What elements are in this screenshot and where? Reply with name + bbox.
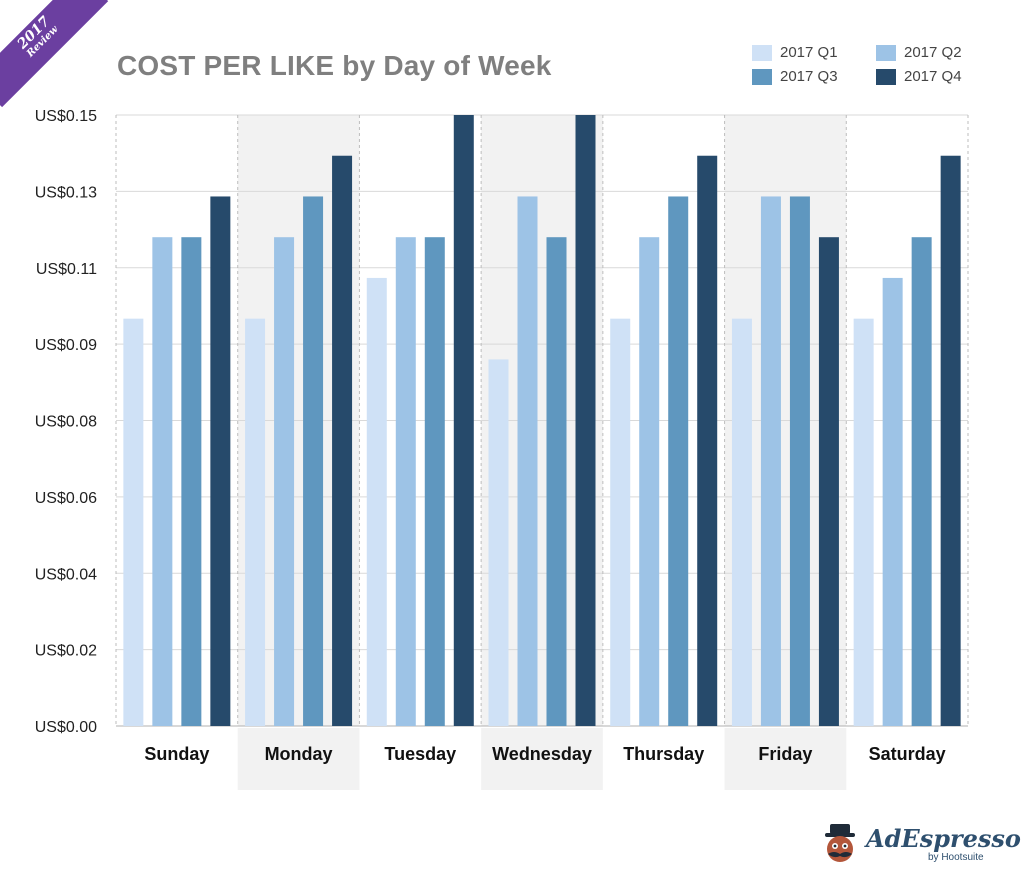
bar xyxy=(517,196,538,726)
chart-legend: 2017 Q1 2017 Q2 2017 Q3 2017 Q4 xyxy=(752,44,992,92)
shaded-label-band xyxy=(237,728,360,790)
bar xyxy=(911,237,932,726)
x-tick-label: Monday xyxy=(265,744,333,764)
bar xyxy=(610,318,631,726)
legend-item-q4: 2017 Q4 xyxy=(876,68,962,85)
bar xyxy=(181,237,202,726)
bar xyxy=(575,115,596,726)
bar xyxy=(210,196,231,726)
bar xyxy=(395,237,416,726)
x-tick-label: Saturday xyxy=(869,744,946,764)
legend-item-q3: 2017 Q3 xyxy=(752,68,838,85)
x-tick-label: Friday xyxy=(758,744,812,764)
bar xyxy=(245,318,266,726)
bar xyxy=(488,359,509,726)
x-tick-label: Tuesday xyxy=(384,744,456,764)
adespresso-logo: AdEspresso by Hootsuite xyxy=(818,822,1021,868)
x-tick-label: Wednesday xyxy=(492,744,592,764)
bar xyxy=(303,196,324,726)
bar xyxy=(818,237,839,726)
bar xyxy=(366,277,387,726)
y-tick-label: US$0.00 xyxy=(35,719,97,736)
bar xyxy=(697,155,718,726)
bar xyxy=(760,196,781,726)
legend-swatch-q1 xyxy=(752,44,772,61)
mascot-icon xyxy=(825,824,855,862)
y-tick-label: US$0.09 xyxy=(35,337,97,354)
legend-item-q2: 2017 Q2 xyxy=(876,44,962,61)
y-tick-label: US$0.04 xyxy=(35,566,97,583)
bar xyxy=(453,115,474,726)
legend-label-q2: 2017 Q2 xyxy=(904,44,962,61)
bar xyxy=(940,155,961,726)
y-tick-label: US$0.08 xyxy=(35,414,97,431)
bar xyxy=(152,237,173,726)
bar xyxy=(639,237,660,726)
legend-swatch-q2 xyxy=(876,44,896,61)
legend-swatch-q4 xyxy=(876,68,896,85)
y-tick-label: US$0.11 xyxy=(36,261,97,278)
bar xyxy=(332,155,353,726)
bar xyxy=(668,196,689,726)
x-tick-label: Thursday xyxy=(623,744,704,764)
y-tick-label: US$0.06 xyxy=(35,490,97,507)
bar xyxy=(731,318,752,726)
y-tick-label: US$0.15 xyxy=(35,108,97,125)
y-tick-label: US$0.02 xyxy=(35,643,97,660)
legend-swatch-q3 xyxy=(752,68,772,85)
bar xyxy=(853,318,874,726)
legend-label-q4: 2017 Q4 xyxy=(904,68,962,85)
chart-title: COST PER LIKE by Day of Week xyxy=(117,50,552,81)
logo-name: AdEspresso xyxy=(866,824,1021,853)
legend-item-q1: 2017 Q1 xyxy=(752,44,838,61)
bar xyxy=(123,318,144,726)
shaded-label-band xyxy=(724,728,847,790)
bar xyxy=(546,237,567,726)
bar xyxy=(789,196,810,726)
bar xyxy=(424,237,445,726)
y-tick-label: US$0.13 xyxy=(35,184,97,201)
bar xyxy=(882,277,903,726)
bar xyxy=(274,237,295,726)
x-tick-label: Sunday xyxy=(144,744,209,764)
logo-byline: by Hootsuite xyxy=(928,852,984,863)
shaded-label-band xyxy=(481,728,603,790)
legend-label-q3: 2017 Q3 xyxy=(780,68,838,85)
legend-label-q1: 2017 Q1 xyxy=(780,44,838,61)
